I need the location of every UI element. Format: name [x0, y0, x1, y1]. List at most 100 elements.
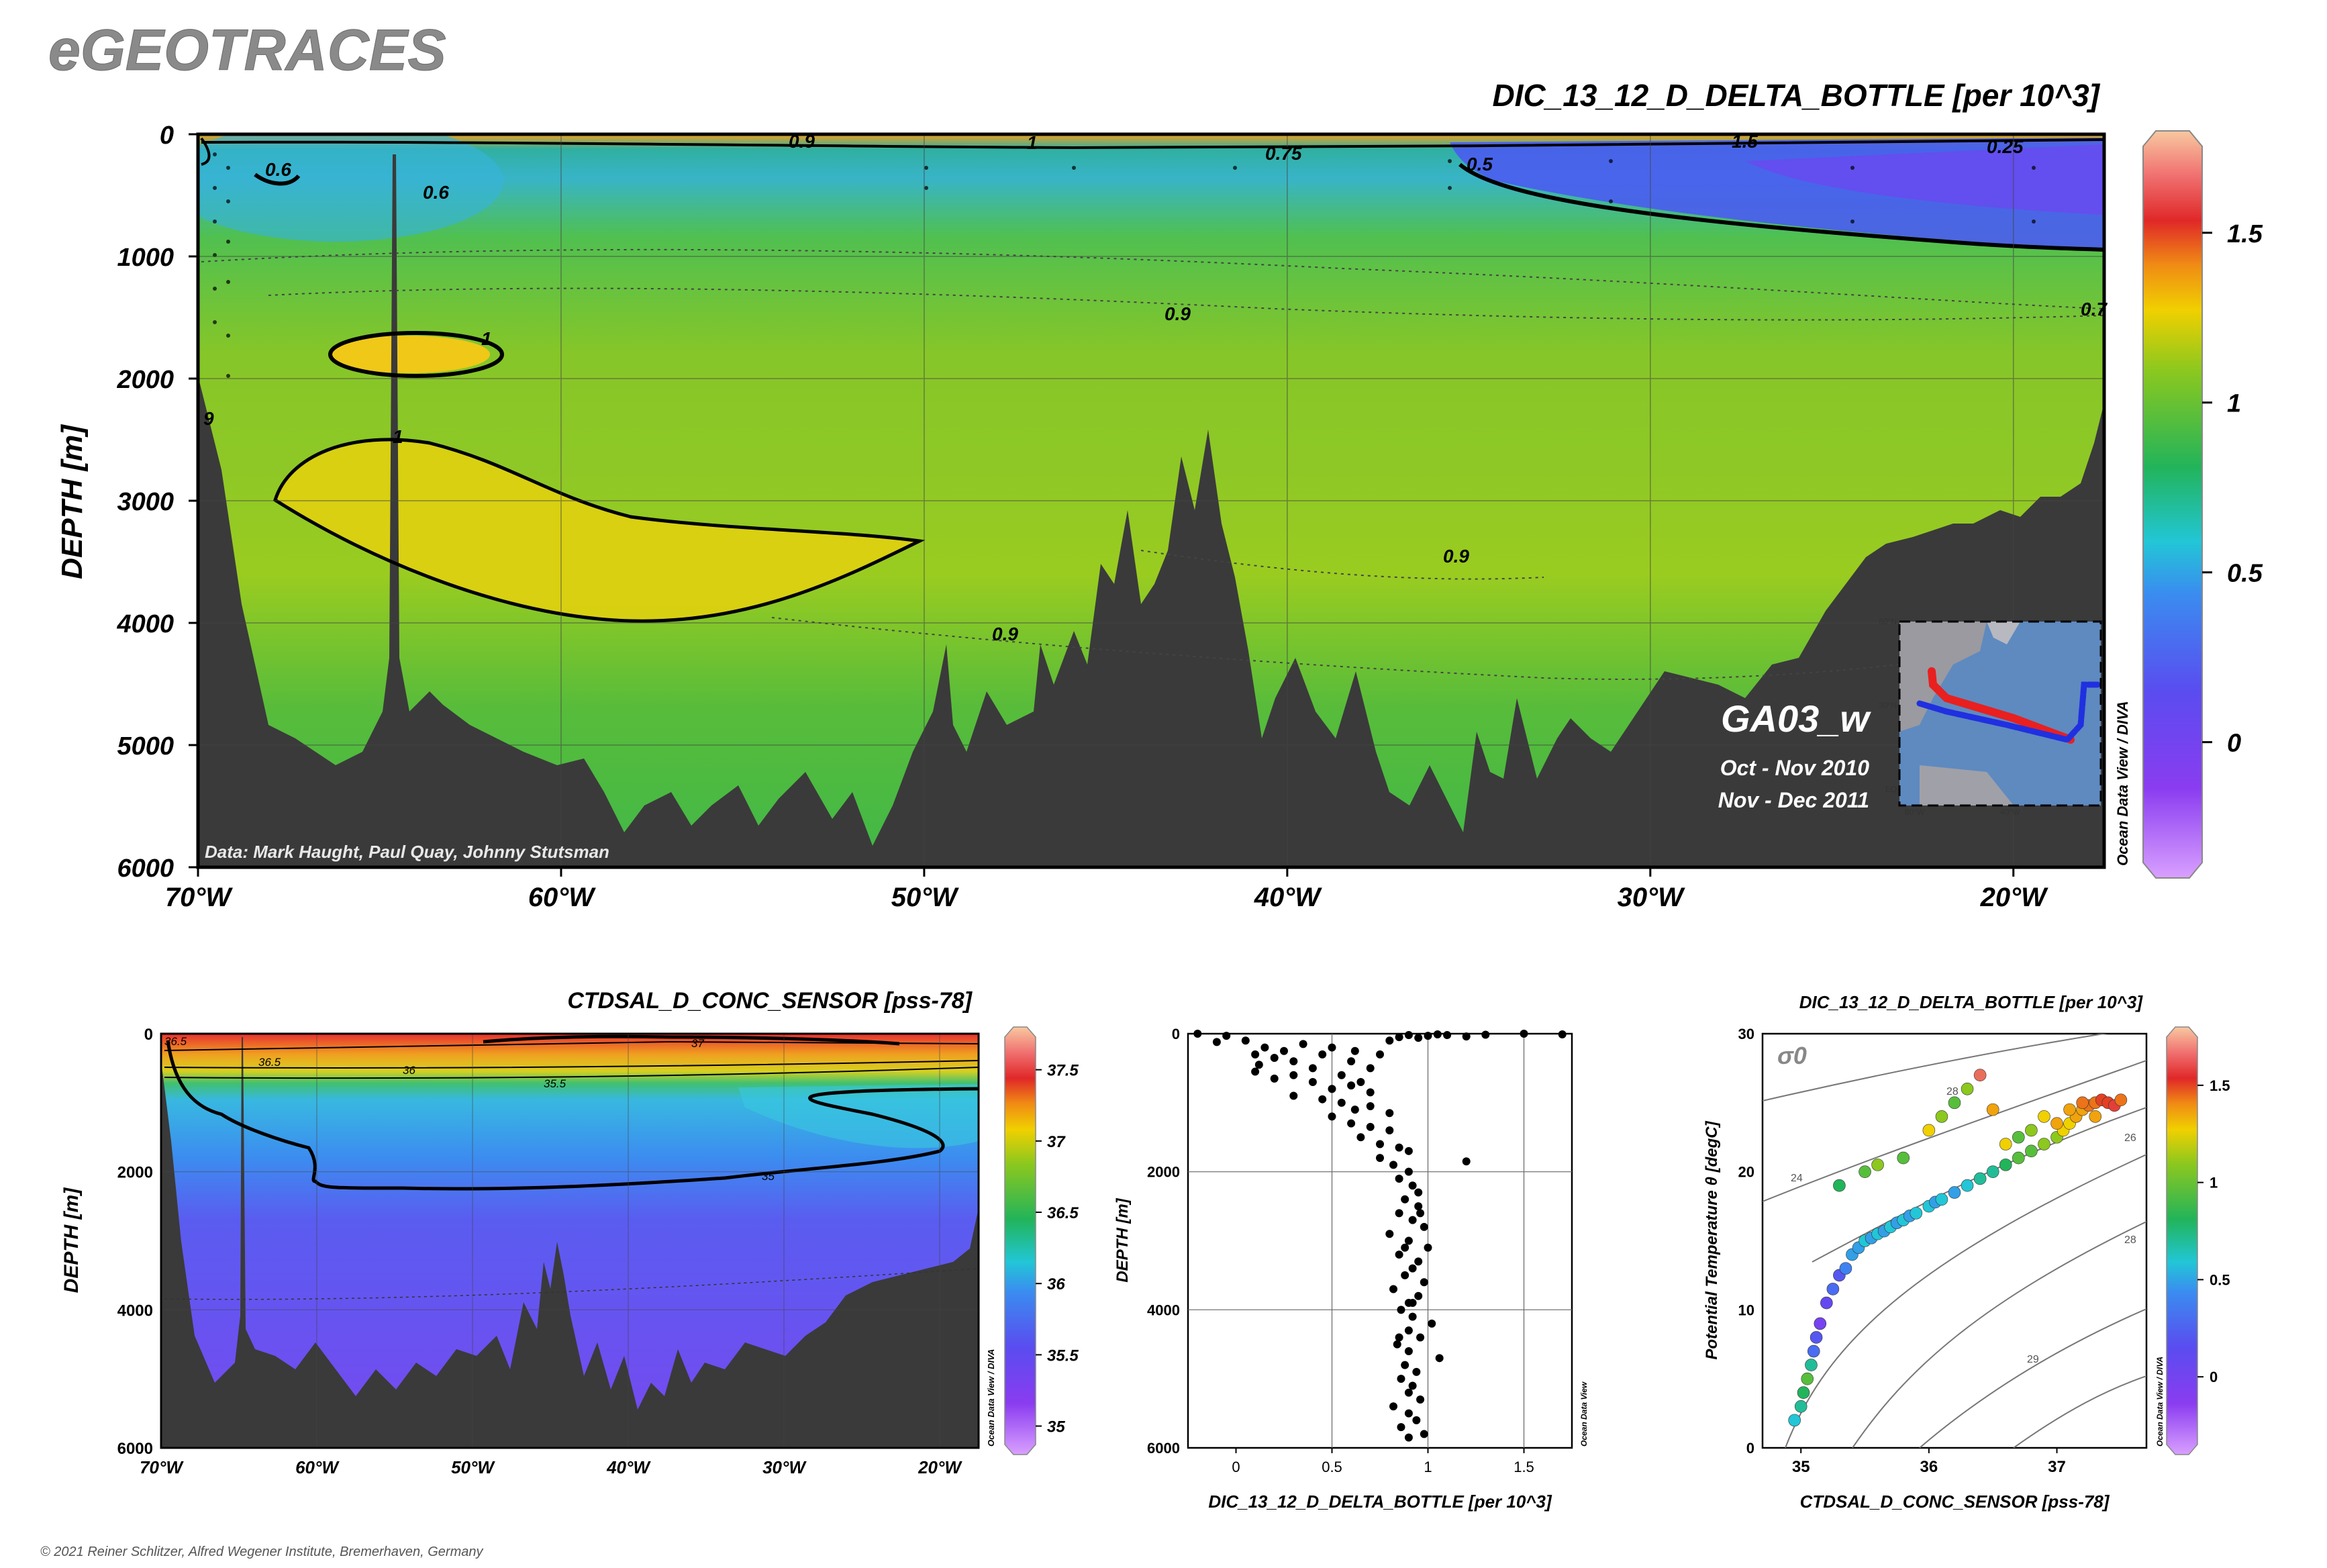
data-point — [1260, 1043, 1269, 1052]
main-grid — [198, 134, 2104, 867]
data-point — [1366, 1088, 1375, 1097]
data-point — [1414, 1291, 1423, 1300]
x-tick-label: 37 — [2048, 1458, 2066, 1476]
x-tick-label: 70°W — [140, 1457, 184, 1477]
contour-label: 1.5 — [1732, 131, 1758, 152]
data-point — [1433, 1030, 1442, 1039]
data-point — [1520, 1030, 1528, 1038]
contour-lines — [200, 137, 2104, 680]
data-point — [1999, 1159, 2012, 1171]
data-point — [1408, 1299, 1417, 1308]
main-colorbar: 1.5 1 0.5 0 — [2142, 130, 2263, 879]
data-point — [1401, 1243, 1409, 1252]
profile-x-axis-label: DIC_13_12_D_DELTA_BOTTLE [per 10^3] — [1208, 1491, 1552, 1512]
profile-frame — [1187, 1032, 1573, 1449]
y-tick-label: 4000 — [1147, 1302, 1180, 1318]
data-point — [1393, 1340, 1401, 1349]
salinity-section-plot: CTDSAL_D_CONC_SENSOR [pss-78] 36.5 36.5 … — [60, 988, 1079, 1477]
contour-label: 0.9 — [789, 131, 815, 152]
data-point — [1859, 1165, 1871, 1178]
data-point — [1251, 1067, 1260, 1076]
data-point — [1416, 1395, 1425, 1404]
data-point — [1395, 1251, 1403, 1259]
x-tick-label: 40°W — [606, 1457, 651, 1477]
data-point — [1350, 1106, 1359, 1114]
data-point — [1270, 1053, 1279, 1062]
data-point — [1973, 1069, 1987, 1081]
data-point — [1414, 1034, 1423, 1042]
data-point — [1443, 1031, 1452, 1040]
data-point — [1347, 1119, 1356, 1128]
data-point — [1935, 1110, 1948, 1123]
data-point — [1814, 1317, 1827, 1330]
data-point — [1420, 1222, 1428, 1231]
copyright: © 2021 Reiner Schlitzer, Alfred Wegener … — [40, 1545, 483, 1559]
data-point — [1308, 1064, 1317, 1073]
data-point — [1299, 1040, 1307, 1048]
data-point — [1961, 1082, 1974, 1095]
contour-label: 35.5 — [544, 1077, 566, 1090]
low-value-lens-core — [1745, 144, 2104, 215]
data-point — [1222, 1032, 1231, 1040]
y-tick-label: 2000 — [1147, 1164, 1180, 1181]
data-point — [2012, 1130, 2025, 1144]
colorbar-tick-label: 1.5 — [2227, 220, 2263, 248]
data-point — [1935, 1193, 1948, 1206]
contour-label: 0.9 — [992, 624, 1018, 644]
main-contour-labels: 0.9 1 0.75 1.5 0.25 0.5 0.6 0.6 0.9 1 1 … — [203, 131, 2108, 644]
data-point — [1318, 1095, 1327, 1104]
data-point — [2076, 1096, 2089, 1110]
y-tick-label: 3000 — [117, 488, 174, 516]
data-point — [1366, 1064, 1375, 1073]
salinity-frame — [160, 1032, 980, 1449]
x-tick-label: 0 — [1232, 1459, 1240, 1475]
ts-y-axis-ticks: 0 10 20 30 — [1738, 1026, 1754, 1457]
x-tick-label: 50°W — [451, 1457, 495, 1477]
data-point — [1408, 1381, 1417, 1390]
high-value-core-1 — [329, 336, 490, 373]
contour-label: 37 — [691, 1037, 704, 1050]
data-point — [1347, 1057, 1356, 1066]
data-point — [1416, 1333, 1425, 1342]
data-point — [1328, 1085, 1336, 1093]
data-point — [2114, 1093, 2128, 1107]
data-point — [1412, 1416, 1421, 1424]
data-point — [1810, 1331, 1823, 1344]
data-point — [1462, 1032, 1471, 1041]
data-point — [1922, 1124, 1936, 1137]
data-point — [1385, 1126, 1394, 1134]
profile-x-axis-ticks: 0 0.5 1 1.5 — [1232, 1448, 1534, 1475]
cruise-date-1: Oct - Nov 2010 — [1720, 756, 1870, 780]
odv-label: Ocean Data View / DIVA — [986, 1349, 996, 1447]
odv-label: Ocean Data View / DIVA — [2155, 1357, 2165, 1447]
data-point — [1948, 1186, 1961, 1199]
data-point — [1289, 1057, 1298, 1066]
x-tick-label: 0.5 — [1322, 1459, 1342, 1475]
data-point — [1212, 1038, 1221, 1046]
data-credit: Data: Mark Haught, Paul Quay, Johnny Stu… — [205, 842, 609, 862]
colorbar-tick-label: 0.5 — [2210, 1271, 2230, 1288]
data-point — [1999, 1138, 2012, 1150]
contour-label: 0.6 — [423, 182, 449, 203]
colorbar-tick-label: 1 — [2210, 1175, 2218, 1191]
x-tick-label: 30°W — [1618, 883, 1685, 912]
data-point — [1414, 1188, 1423, 1197]
contour-label: 1 — [481, 328, 492, 349]
y-tick-label: 6000 — [117, 1440, 153, 1458]
salinity-mode-water — [738, 1084, 979, 1148]
data-point — [1961, 1179, 1974, 1192]
salinity-y-axis-ticks: 0 2000 4000 6000 — [117, 1026, 153, 1458]
isopycnal-label: 29 — [2027, 1354, 2039, 1365]
contour-label: 1 — [1027, 132, 1038, 153]
data-point — [1385, 1109, 1394, 1118]
main-section-plot: DIC_13_12_D_DELTA_BOTTLE [per 10^3] — [56, 78, 2263, 912]
contour-label: 9 — [203, 408, 214, 429]
colorbar-tick-label: 36.5 — [1047, 1204, 1079, 1222]
main-x-axis-ticks: 70°W 60°W 50°W 40°W 30°W 20°W — [165, 867, 2048, 912]
data-point — [1193, 1030, 1202, 1038]
data-point — [1404, 1031, 1413, 1040]
data-point — [1801, 1372, 1814, 1385]
y-tick-label: 0 — [144, 1026, 153, 1044]
data-point — [1408, 1264, 1417, 1273]
data-point — [1401, 1361, 1409, 1369]
